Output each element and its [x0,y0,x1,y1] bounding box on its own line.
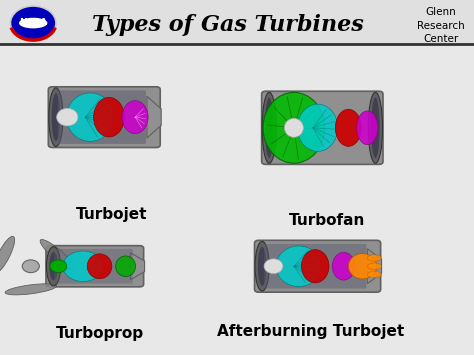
Text: Turboprop: Turboprop [55,326,144,341]
Ellipse shape [263,92,325,163]
Ellipse shape [367,263,382,269]
Ellipse shape [122,100,148,133]
Ellipse shape [46,247,61,286]
FancyBboxPatch shape [58,90,146,144]
Ellipse shape [94,97,124,137]
Ellipse shape [49,88,63,146]
Ellipse shape [87,254,112,279]
Ellipse shape [332,252,355,280]
Polygon shape [367,249,382,284]
Ellipse shape [66,93,114,141]
Text: Turbofan: Turbofan [289,213,365,228]
Ellipse shape [258,247,266,286]
FancyBboxPatch shape [48,87,160,148]
Ellipse shape [5,284,56,295]
Ellipse shape [49,252,58,280]
Ellipse shape [367,255,382,261]
Text: Turbojet: Turbojet [76,207,147,222]
Ellipse shape [57,108,78,126]
Text: Types of Gas Turbines: Types of Gas Turbines [91,14,364,36]
Ellipse shape [52,93,60,141]
Polygon shape [130,253,145,280]
Polygon shape [147,96,161,138]
Ellipse shape [276,246,321,286]
Ellipse shape [367,271,382,278]
Ellipse shape [40,240,75,270]
Text: NASA: NASA [19,18,47,27]
FancyBboxPatch shape [0,0,474,44]
Ellipse shape [284,118,303,137]
Ellipse shape [368,92,383,163]
Text: Afterburning Turbojet: Afterburning Turbojet [217,324,404,339]
FancyBboxPatch shape [262,91,383,164]
Text: Glenn
Research
Center: Glenn Research Center [417,7,465,44]
Ellipse shape [19,18,47,28]
Ellipse shape [262,92,276,163]
Circle shape [10,6,56,40]
Ellipse shape [0,236,15,273]
Circle shape [22,260,39,273]
FancyBboxPatch shape [264,244,366,289]
Ellipse shape [356,111,378,145]
FancyBboxPatch shape [54,249,133,284]
Ellipse shape [348,253,377,279]
Ellipse shape [265,98,273,158]
FancyBboxPatch shape [46,246,144,287]
Ellipse shape [301,250,329,283]
Circle shape [50,260,67,273]
Ellipse shape [264,259,283,274]
Ellipse shape [336,109,362,146]
Ellipse shape [63,251,103,282]
Ellipse shape [116,256,136,277]
Ellipse shape [371,98,380,158]
FancyBboxPatch shape [255,240,381,292]
Ellipse shape [298,104,337,151]
Ellipse shape [255,241,269,291]
